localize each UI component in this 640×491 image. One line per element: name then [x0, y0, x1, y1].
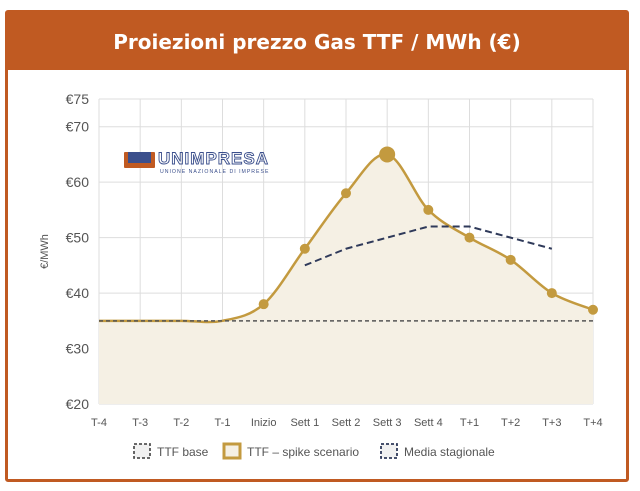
x-tick-label: Sett 4 — [414, 417, 443, 429]
x-tick-label: T-2 — [173, 417, 189, 429]
unimpresa-logo: UNIMPRESA UNIONE NAZIONALE DI IMPRESE — [124, 149, 269, 175]
logo-tagline: UNIONE NAZIONALE DI IMPRESE — [160, 169, 269, 175]
x-tick-label: T+3 — [542, 417, 561, 429]
x-tick-label: T-1 — [215, 417, 231, 429]
spike-point — [379, 146, 396, 163]
spike-point — [505, 254, 516, 265]
spike-point — [423, 204, 434, 215]
y-axis-label: €/MWh — [39, 234, 51, 269]
spike-point — [588, 304, 598, 315]
y-tick-label: €30 — [66, 341, 90, 357]
x-tick-label: T+1 — [460, 417, 479, 429]
spike-point — [258, 299, 269, 310]
series-line-seasonal — [304, 225, 553, 267]
y-tick-label: €40 — [66, 285, 90, 301]
spike-point — [546, 288, 557, 299]
legend-item-spike: TTF – spike scenario — [222, 442, 359, 460]
logo-name: UNIMPRESA — [158, 149, 269, 168]
x-tick-label: Sett 1 — [290, 417, 319, 429]
legend-label: Media stagionale — [404, 445, 495, 459]
x-tick-label: T-3 — [132, 417, 148, 429]
x-tick-label: T+2 — [501, 417, 520, 429]
legend-swatch — [133, 443, 151, 459]
chart-title: Proiezioni prezzo Gas TTF / MWh (€) — [8, 13, 626, 70]
legend-swatch — [380, 443, 398, 459]
legend-label: TTF base — [157, 445, 209, 459]
spike-area — [99, 154, 593, 404]
legend-label: TTF – spike scenario — [247, 445, 359, 459]
y-tick-label: €50 — [66, 230, 90, 246]
y-tick-label: €75 — [66, 91, 90, 107]
y-tick-label: €60 — [66, 174, 90, 190]
y-tick-label: €20 — [66, 396, 90, 412]
x-tick-label: Sett 3 — [373, 417, 402, 429]
legend-swatch — [222, 442, 242, 460]
y-tick-label: €70 — [66, 119, 90, 135]
x-tick-label: T-4 — [91, 417, 107, 429]
spike-point — [464, 232, 475, 243]
x-tick-label: T+4 — [583, 417, 602, 429]
spike-point — [299, 243, 310, 254]
legend-item-seasonal: Media stagionale — [380, 443, 495, 459]
legend: TTF base TTF – spike scenario Media stagio… — [133, 442, 495, 460]
x-tick-label: Inizio — [251, 417, 277, 429]
legend-item-base: TTF base — [133, 443, 209, 459]
x-tick-label: Sett 2 — [332, 417, 361, 429]
spike-point — [341, 188, 351, 199]
